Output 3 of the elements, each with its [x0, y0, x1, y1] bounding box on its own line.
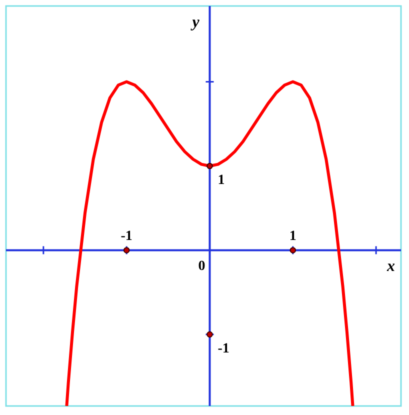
- annotation: 0: [198, 259, 206, 274]
- y-axis-title: y: [190, 14, 200, 31]
- x-axis-title: x: [386, 258, 395, 276]
